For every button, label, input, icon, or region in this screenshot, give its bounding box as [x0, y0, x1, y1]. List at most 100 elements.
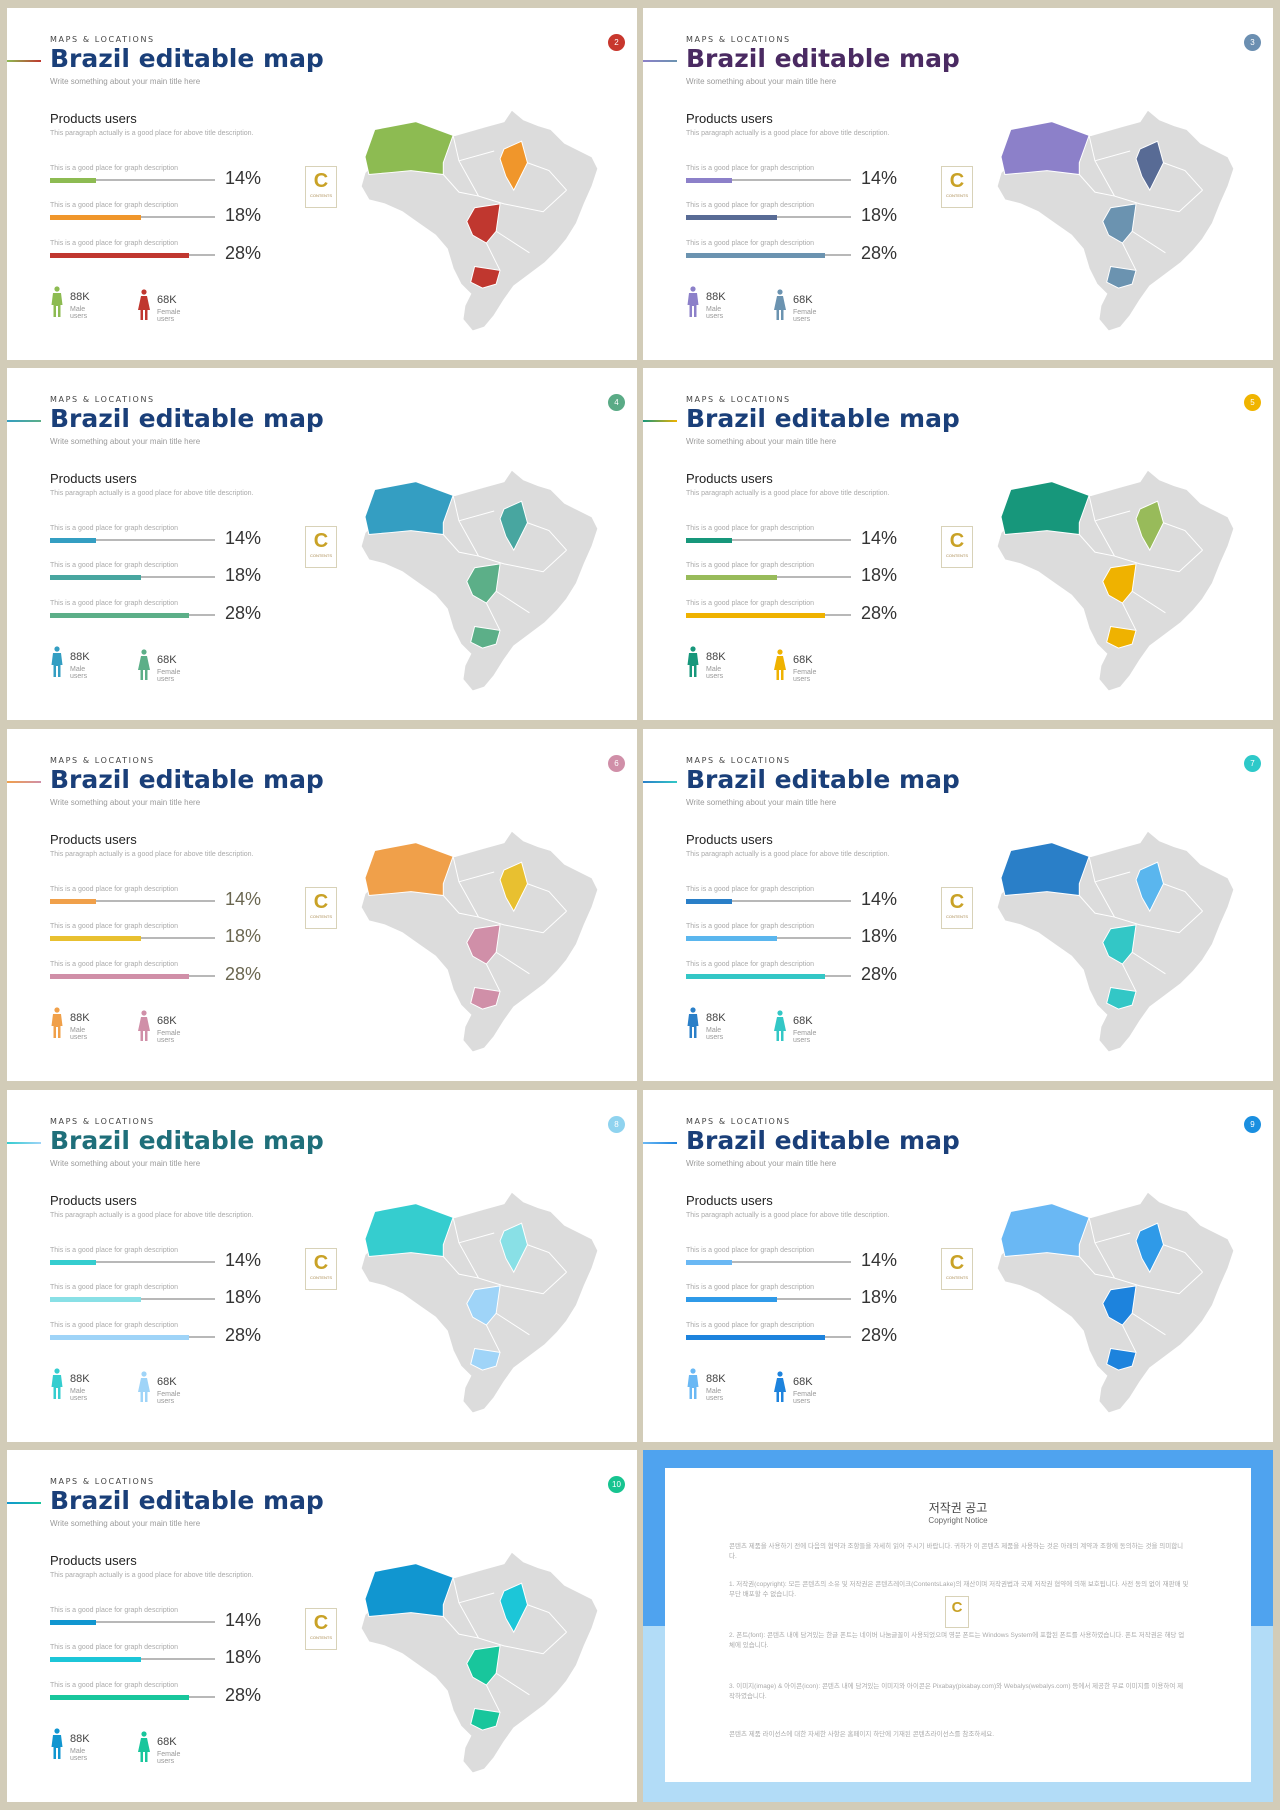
- progress-bar: [686, 1334, 851, 1340]
- section-paragraph: This paragraph actually is a good place …: [50, 851, 254, 858]
- map-region-south[interactable]: [1106, 625, 1137, 649]
- progress-bar-fill: [686, 1259, 733, 1265]
- percent-value: 18%: [861, 926, 898, 946]
- female-users-label: Female users: [157, 309, 181, 323]
- bar-description: This is a good place for graph descripti…: [50, 1644, 179, 1651]
- map-region-center[interactable]: [466, 203, 501, 244]
- map-region-northeast[interactable]: [1135, 1222, 1164, 1274]
- logo-text: CONTENTS: [310, 193, 332, 198]
- progress-bar: [50, 214, 215, 220]
- page-number-badge: 8: [608, 1116, 625, 1133]
- map-region-south[interactable]: [1106, 986, 1137, 1010]
- progress-bar: [50, 1656, 215, 1662]
- map-region-center[interactable]: [466, 924, 501, 965]
- map-region-northeast[interactable]: [499, 861, 528, 913]
- female-user-icon: [138, 289, 150, 320]
- map-region-northeast[interactable]: [499, 1222, 528, 1274]
- bar-description: This is a good place for graph descripti…: [50, 562, 179, 569]
- section-title: Products users: [50, 1193, 137, 1208]
- map-slide: MAPS & LOCATIONS Brazil editable map Wri…: [7, 729, 637, 1081]
- female-user-icon: [138, 1731, 150, 1762]
- progress-bar: [50, 537, 215, 543]
- map-region-center[interactable]: [1102, 203, 1137, 244]
- logo-letter: C: [313, 1252, 329, 1274]
- progress-bar-fill: [50, 214, 141, 220]
- female-users-value: 68K: [157, 1015, 177, 1027]
- logo: C CONTENTS: [305, 1248, 337, 1290]
- percent-value: 14%: [225, 1610, 262, 1630]
- map-region-north[interactable]: [364, 481, 454, 536]
- progress-bar-fill: [50, 1334, 189, 1340]
- map-region-northeast[interactable]: [499, 1582, 528, 1634]
- progress-bar-fill: [50, 1656, 141, 1662]
- kicker: MAPS & LOCATIONS: [50, 756, 155, 765]
- map-region-center[interactable]: [1102, 563, 1137, 604]
- map-region-south[interactable]: [470, 265, 501, 289]
- progress-bar: [686, 177, 851, 183]
- progress-bar: [50, 1334, 215, 1340]
- percent-value: 14%: [225, 168, 262, 188]
- accent-line: [7, 420, 41, 422]
- progress-bar: [50, 252, 215, 258]
- map-region-south[interactable]: [470, 1347, 501, 1371]
- map-region-center[interactable]: [466, 1645, 501, 1686]
- section-title: Products users: [50, 111, 137, 126]
- map-region-north[interactable]: [364, 121, 454, 176]
- male-users-label: Male users: [70, 666, 88, 680]
- map-region-center[interactable]: [466, 563, 501, 604]
- map-state-borders: [442, 1577, 567, 1713]
- map-region-north[interactable]: [364, 842, 454, 897]
- progress-bar: [686, 935, 851, 941]
- bar-description: This is a good place for graph descripti…: [50, 1682, 179, 1689]
- map-region-north[interactable]: [364, 1203, 454, 1258]
- page-number-badge: 10: [608, 1476, 625, 1493]
- map-region-north[interactable]: [1000, 121, 1090, 176]
- accent-line: [7, 1142, 41, 1144]
- map-region-south[interactable]: [470, 1707, 501, 1731]
- progress-bar: [50, 1259, 215, 1265]
- brazil-map: [360, 109, 599, 332]
- logo-letter: C: [949, 891, 965, 913]
- map-region-north[interactable]: [1000, 1203, 1090, 1258]
- map-region-northeast[interactable]: [1135, 861, 1164, 913]
- progress-bar: [50, 1296, 215, 1302]
- progress-bar-fill: [686, 177, 733, 183]
- map-region-south[interactable]: [470, 986, 501, 1010]
- bar-description: This is a good place for graph descripti…: [50, 1284, 179, 1291]
- map-region-northeast[interactable]: [499, 140, 528, 192]
- map-region-south[interactable]: [1106, 265, 1137, 289]
- male-users-label: Male users: [706, 666, 724, 680]
- copyright-title: 저작권 공고: [928, 1501, 988, 1515]
- female-users-value: 68K: [793, 294, 813, 306]
- percent-value: 14%: [225, 528, 262, 548]
- male-users-label: Male users: [70, 306, 88, 320]
- map-region-center[interactable]: [466, 1285, 501, 1326]
- progress-bar-fill: [686, 214, 777, 220]
- percent-value: 28%: [861, 603, 898, 623]
- bar-description: This is a good place for graph descripti…: [50, 600, 179, 607]
- map-region-center[interactable]: [1102, 1285, 1137, 1326]
- map-region-northeast[interactable]: [1135, 500, 1164, 552]
- map-region-center[interactable]: [1102, 924, 1137, 965]
- map-state-borders: [442, 856, 567, 992]
- progress-bar: [50, 177, 215, 183]
- map-region-north[interactable]: [1000, 481, 1090, 536]
- map-region-south[interactable]: [1106, 1347, 1137, 1371]
- map-region-south[interactable]: [470, 625, 501, 649]
- bar-description: This is a good place for graph descripti…: [50, 1247, 179, 1254]
- map-region-northeast[interactable]: [1135, 140, 1164, 192]
- slide-title: Brazil editable map: [686, 765, 960, 794]
- section-title: Products users: [50, 471, 137, 486]
- male-users-value: 88K: [70, 1012, 90, 1024]
- male-users-value: 88K: [706, 1373, 726, 1385]
- map-region-northeast[interactable]: [499, 500, 528, 552]
- percent-value: 14%: [225, 889, 262, 909]
- map-region-north[interactable]: [364, 1563, 454, 1618]
- percent-value: 14%: [861, 528, 898, 548]
- progress-bar: [686, 1259, 851, 1265]
- map-region-north[interactable]: [1000, 842, 1090, 897]
- brazil-map: [996, 1191, 1235, 1414]
- female-users-label: Female users: [793, 309, 817, 323]
- slide-subtitle: Write something about your main title he…: [50, 1519, 201, 1528]
- female-users-label: Female users: [157, 1030, 181, 1044]
